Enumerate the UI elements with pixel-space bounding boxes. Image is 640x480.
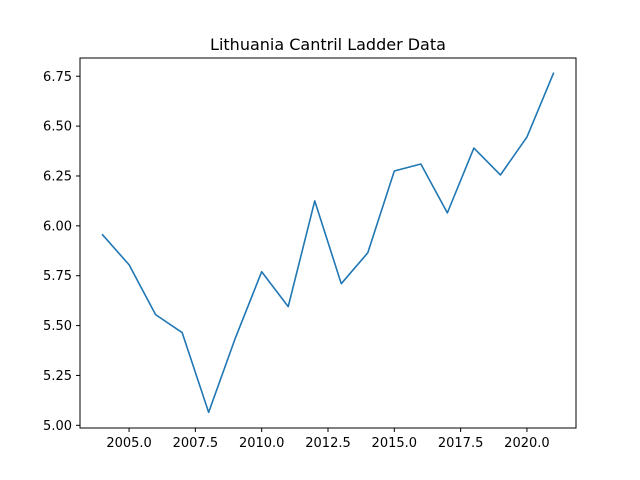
y-tick-label: 5.75 (43, 269, 72, 284)
y-tick-label: 6.50 (43, 120, 72, 135)
y-tick-label: 5.50 (43, 319, 72, 334)
series-line (101, 72, 555, 414)
x-tick-label: 2015.0 (372, 436, 418, 451)
x-tick-label: 2005.0 (106, 436, 152, 451)
chart-title: Lithuania Cantril Ladder Data (210, 35, 446, 54)
x-tick-label: 2020.0 (504, 436, 550, 451)
y-tick-label: 6.00 (43, 219, 72, 234)
y-axis: 5.00 5.25 5.50 5.75 6.00 6.25 6.50 6.75 (43, 70, 80, 434)
plot-area (101, 72, 555, 414)
x-tick-label: 2017.5 (438, 436, 484, 451)
x-tick-label: 2012.5 (305, 436, 351, 451)
y-tick-label: 5.25 (43, 369, 72, 384)
plot-frame (79, 57, 577, 429)
y-tick-label: 6.75 (43, 70, 72, 85)
x-axis: 2005.0 2007.5 2010.0 2012.5 2015.0 2017.5 2020… (106, 428, 550, 451)
x-tick-label: 2010.0 (239, 436, 285, 451)
x-tick-label: 2007.5 (173, 436, 219, 451)
y-tick-label: 5.00 (43, 419, 72, 434)
y-tick-label: 6.25 (43, 169, 72, 184)
